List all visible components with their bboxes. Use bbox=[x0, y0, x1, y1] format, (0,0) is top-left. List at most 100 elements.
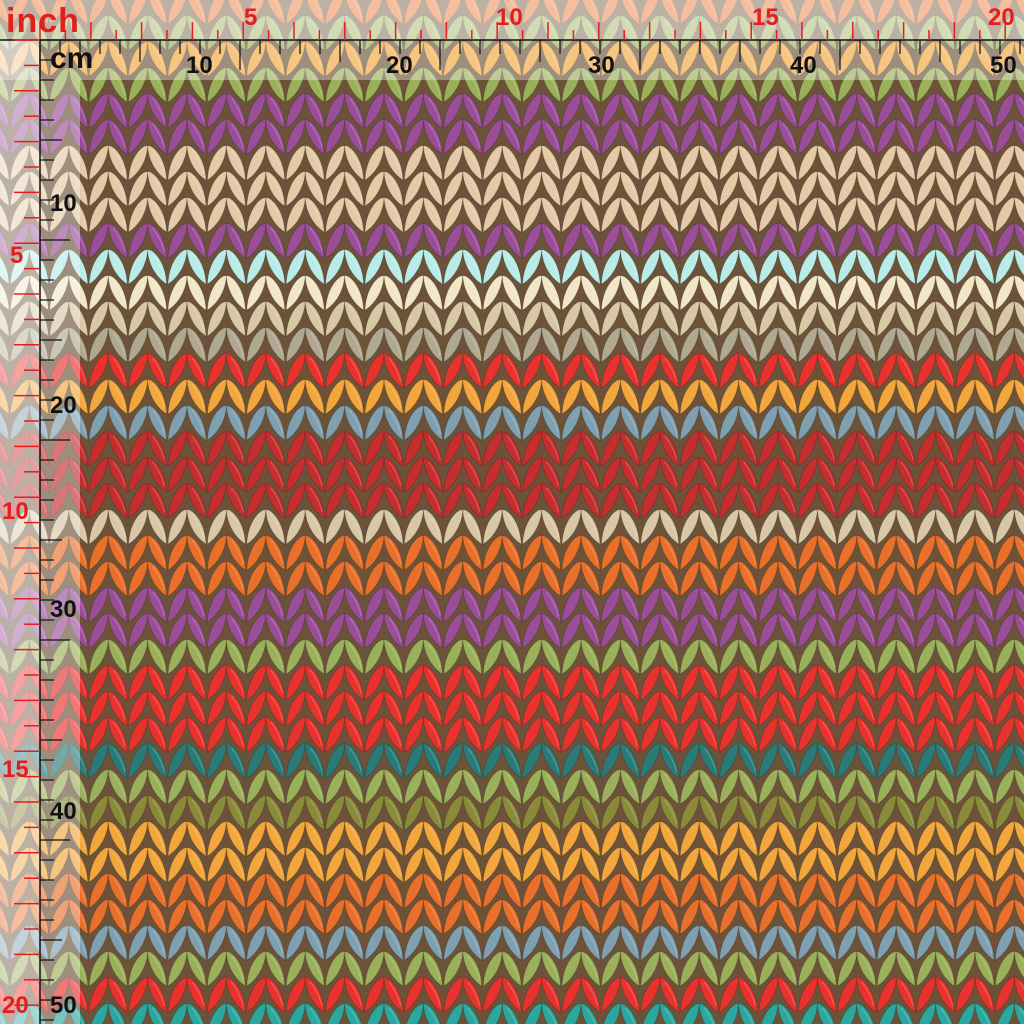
stitch-right-leg bbox=[916, 249, 937, 285]
stitch-right-leg bbox=[837, 457, 858, 493]
stitch-highlight bbox=[270, 97, 284, 123]
stitch-highlight bbox=[191, 227, 205, 253]
stitch-highlight bbox=[821, 227, 835, 253]
stitch-left-leg bbox=[974, 327, 995, 363]
stitch-left-leg bbox=[816, 483, 837, 519]
stitch-left-leg bbox=[68, 275, 89, 311]
stitch-highlight bbox=[664, 331, 678, 357]
stitch-highlight bbox=[112, 409, 126, 435]
stitch-row bbox=[0, 301, 1024, 337]
stitch-left-leg bbox=[265, 379, 286, 415]
stitch-highlight bbox=[585, 149, 599, 175]
stitch-highlight bbox=[940, 383, 954, 409]
stitch-left-leg bbox=[659, 431, 680, 467]
stitch-row bbox=[0, 119, 1024, 155]
stitch-right-leg bbox=[758, 509, 779, 545]
stitch-left-leg bbox=[344, 327, 365, 363]
stitch-left-leg bbox=[147, 119, 168, 155]
stitch-right-leg bbox=[916, 327, 937, 363]
stitch-left-leg bbox=[777, 327, 798, 363]
stitch-highlight bbox=[664, 435, 678, 461]
stitch-highlight bbox=[270, 45, 284, 71]
stitch-right-leg bbox=[482, 145, 503, 181]
stitch-left-leg bbox=[935, 119, 956, 155]
stitch-left-leg bbox=[816, 457, 837, 493]
stitch-left-leg bbox=[856, 431, 877, 467]
stitch-highlight bbox=[191, 149, 205, 175]
stitch-right-leg bbox=[49, 483, 70, 519]
stitch-right-leg bbox=[206, 405, 227, 441]
stitch-right-leg bbox=[285, 457, 306, 493]
stitch-left-leg bbox=[738, 93, 759, 129]
stitch-right-leg bbox=[403, 93, 424, 129]
stitch-highlight bbox=[388, 227, 402, 253]
stitch-right-leg bbox=[325, 119, 346, 155]
stitch-highlight bbox=[73, 383, 87, 409]
stitch-right-leg bbox=[167, 171, 188, 207]
stitch-right-leg bbox=[403, 509, 424, 545]
stitch-highlight bbox=[861, 383, 875, 409]
stitch-highlight bbox=[1018, 383, 1024, 392]
stitch-left-leg bbox=[383, 249, 404, 285]
stitch-highlight bbox=[73, 331, 87, 357]
stitch-left-leg bbox=[580, 457, 601, 493]
stitch-right-leg bbox=[640, 431, 661, 467]
stitch-right-leg bbox=[128, 223, 149, 259]
stitch-highlight bbox=[940, 435, 954, 461]
stitch-left-leg bbox=[304, 119, 325, 155]
stitch-left-leg bbox=[383, 223, 404, 259]
stitch-right-leg bbox=[837, 301, 858, 337]
stitch-right-leg bbox=[206, 353, 227, 389]
stitch-right-leg bbox=[128, 41, 149, 77]
stitch-left-leg bbox=[541, 275, 562, 311]
stitch-left-leg bbox=[422, 405, 443, 441]
stitch-left-leg bbox=[344, 457, 365, 493]
stitch-highlight bbox=[427, 123, 441, 149]
stitch-highlight bbox=[743, 435, 757, 461]
stitch-right-leg bbox=[955, 93, 976, 129]
stitch-left-leg bbox=[895, 67, 916, 103]
stitch-right-leg bbox=[994, 275, 1015, 311]
stitch-highlight bbox=[546, 331, 560, 357]
stitch-highlight bbox=[624, 149, 638, 175]
stitch-highlight bbox=[112, 513, 126, 539]
stitch-highlight bbox=[940, 279, 954, 305]
stitch-left-leg bbox=[383, 41, 404, 77]
stitch-left-leg bbox=[816, 405, 837, 441]
stitch-right-leg bbox=[561, 223, 582, 259]
stitch-left-leg bbox=[541, 327, 562, 363]
stitch-highlight bbox=[152, 45, 166, 71]
stitch-highlight bbox=[585, 513, 599, 539]
stitch-highlight bbox=[73, 513, 87, 539]
stitch-highlight bbox=[585, 487, 599, 513]
stitch-highlight bbox=[940, 201, 954, 227]
stitch-right-leg bbox=[758, 197, 779, 233]
stitch-right-leg bbox=[640, 327, 661, 363]
stitch-right-leg bbox=[443, 353, 464, 389]
stitch-left-leg bbox=[541, 379, 562, 415]
stitch-highlight bbox=[1018, 97, 1024, 106]
stitch-highlight bbox=[900, 123, 914, 149]
stitch-right-leg bbox=[600, 197, 621, 233]
stitch-left-leg bbox=[225, 41, 246, 77]
stitch-left-leg bbox=[816, 93, 837, 129]
stitch-left-leg bbox=[738, 431, 759, 467]
stitch-right-leg bbox=[955, 41, 976, 77]
stitch-left-leg bbox=[68, 301, 89, 337]
stitch-highlight bbox=[112, 201, 126, 227]
stitch-left-leg bbox=[383, 353, 404, 389]
stitch-highlight bbox=[546, 513, 560, 539]
stitch-left-leg bbox=[856, 145, 877, 181]
stitch-highlight bbox=[427, 279, 441, 305]
stitch-right-leg bbox=[797, 93, 818, 129]
stitch-left-leg bbox=[186, 223, 207, 259]
stitch-right-leg bbox=[49, 275, 70, 311]
stitch-highlight bbox=[546, 487, 560, 513]
stitch-left-leg bbox=[777, 249, 798, 285]
stitch-left-leg bbox=[580, 93, 601, 129]
stitch-highlight bbox=[546, 409, 560, 435]
stitch-right-leg bbox=[49, 301, 70, 337]
stitch-highlight bbox=[467, 435, 481, 461]
stitch-left-leg bbox=[186, 93, 207, 129]
stitch-left-leg bbox=[304, 249, 325, 285]
